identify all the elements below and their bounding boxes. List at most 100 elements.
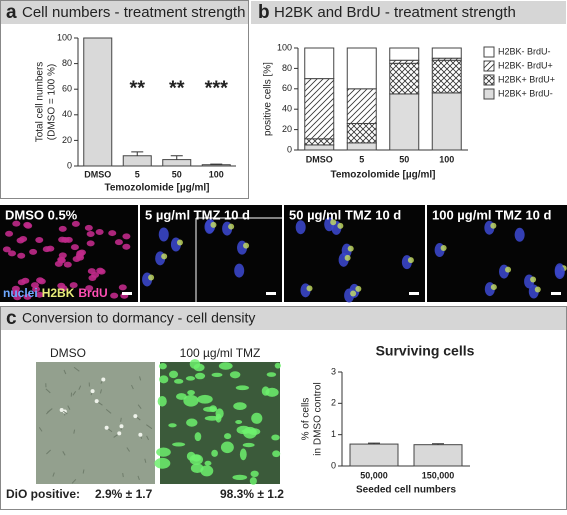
dio-cell [176,393,187,400]
cell-stain [491,284,497,290]
dio-cell [195,373,205,379]
y-tick-label: 0 [331,460,336,470]
cell-nucleus [234,264,244,278]
cell-nucleus [36,277,44,283]
y-tick-label: 60 [62,84,72,94]
cell-nucleus [18,279,26,285]
y-tick-label: 80 [62,58,72,68]
dio-cell [187,390,195,395]
bar-segment [305,145,334,150]
cell-streak [121,418,122,422]
cell-nucleus [555,265,565,279]
legend-swatch [484,47,494,57]
bar-segment [390,63,419,94]
cell-nucleus [71,244,79,250]
dio-value: 98.3% ± 1.2 [220,487,284,501]
cell-round [138,433,142,437]
bar-segment [347,89,376,124]
dio-cell [195,432,202,441]
dio-label: DiO positive: [6,487,80,501]
cell-nucleus [87,231,95,237]
cell-stain [307,285,313,291]
dio-cell [237,426,251,434]
image-label: 100 µg/ml TMZ [180,346,261,360]
dio-cell [169,371,178,378]
cell-stain [161,253,167,259]
x-axis-label: Temozolomide [µg/ml] [330,170,435,181]
y-axis-label: positive cells [%] [263,62,274,136]
bar [84,38,112,166]
y-tick-label: 40 [282,104,292,114]
cell-stain [210,222,216,228]
dio-cell [174,379,183,384]
x-tick-label: 100 [439,154,454,164]
x-tick-label: 50 [172,169,182,179]
dio-cell [159,375,168,383]
cell-stain [355,286,361,292]
cell-stain [490,223,496,229]
cell-stain [337,223,343,229]
dio-cell [233,402,246,410]
legend-label: H2BK+ BrdU+ [498,74,555,84]
y-tick-label: 0 [287,144,292,154]
bar-segment [390,48,419,60]
cell-stain [350,290,356,296]
cell-nucleus [122,233,130,239]
cell-stain [505,267,511,273]
cell-round [117,431,121,435]
cell-nucleus [87,240,95,246]
significance: *** [205,77,229,99]
dio-cell [221,441,234,453]
dio-cell [250,477,257,485]
bar-segment [305,139,334,145]
cell-nucleus [159,228,169,242]
cell-nucleus [17,253,25,259]
bar-segment [432,48,461,58]
cell-nucleus [122,244,130,250]
y-tick-label: 80 [282,63,292,73]
cell-nucleus [35,237,43,243]
cell-nucleus [76,255,84,261]
cell-stain [530,276,536,282]
legend-label: H2BK+ BrdU- [498,88,553,98]
legend-label: H2BK- BrdU+ [498,60,553,70]
dio-cell [194,364,205,372]
y-axis-label: in DMSO control [313,382,324,455]
cell-nucleus [64,262,72,268]
stain-legend: H2BK [42,286,75,300]
dio-value: 2.9% ± 1.7 [95,487,153,501]
dio-cell [224,433,231,439]
cell-nucleus [515,228,525,242]
cell-stain [148,274,154,280]
cell-round [119,424,123,428]
bar [123,156,151,166]
y-tick-label: 40 [62,109,72,119]
bar-segment [347,123,376,142]
dio-cell [156,447,171,456]
scale-bar [266,292,276,295]
dio-cell [158,396,167,407]
cell-stain [345,255,351,261]
y-axis-label: % of cells [301,398,312,441]
scale-bar [551,292,561,295]
y-tick-label: 0 [67,160,72,170]
bar-segment [390,94,419,150]
dio-cell [251,413,262,424]
y-tick-label: 100 [57,32,72,42]
cell-stain [243,243,249,249]
cell-nucleus [59,226,67,232]
y-tick-label: 20 [282,124,292,134]
panel-letter: c [6,308,17,329]
micrograph-label: 5 µg/ml TMZ 10 d [145,207,250,222]
y-tick-label: 1 [331,429,336,439]
cell-stain [177,239,183,245]
dio-cell [219,362,233,369]
x-tick-label: 50 [399,154,409,164]
bar-segment [432,60,461,93]
bar-segment [305,48,334,79]
cell-nucleus [3,246,11,252]
cell-stain [408,257,414,263]
error-bar [171,156,183,160]
dio-cell [236,385,249,390]
